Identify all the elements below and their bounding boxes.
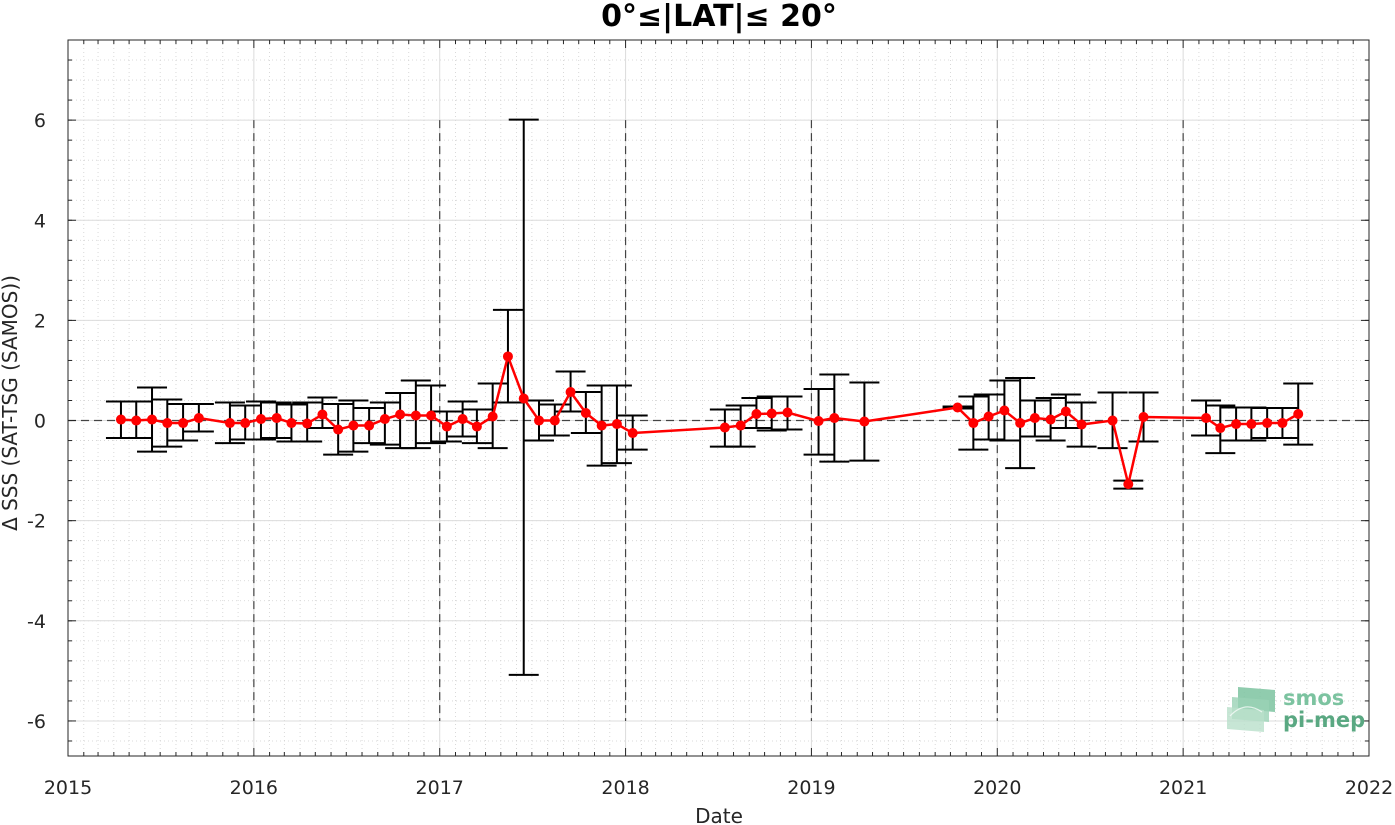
smos-pi-mep-logo: smos pi-mep [1227,686,1365,732]
logo-line1: smos [1283,686,1344,710]
major-grid [67,40,1370,756]
data-point [859,416,870,427]
data-point [968,418,979,429]
data-point [115,414,126,425]
data-point [1262,418,1273,429]
data-point [1201,413,1212,424]
x-tick-labels: 2015 2016 2017 2018 2019 2020 2021 2022 [44,777,1393,799]
data-point [627,428,638,439]
data-point [162,418,173,429]
data-point [766,408,777,419]
data-point [999,405,1010,416]
data-point [1138,412,1149,423]
data-point [829,413,840,424]
x-tick-label: 2020 [973,777,1021,799]
data-point [131,415,142,426]
data-point [813,416,824,427]
x-tick-label: 2015 [44,777,92,799]
data-point [502,351,513,362]
x-tick-label: 2017 [416,777,464,799]
y-tick-label: -2 [27,511,46,533]
y-tick-label: 2 [34,310,46,332]
data-point [471,421,482,432]
data-point [333,424,344,435]
data-point [255,414,266,425]
data-point [983,411,994,422]
data-point [426,410,437,421]
data-point [240,418,251,429]
x-tick-label: 2018 [601,777,649,799]
axis-ticks [67,39,1370,756]
data-point [147,414,158,425]
data-point [1246,419,1257,430]
y-tick-label: -6 [27,711,46,733]
x-tick-label: 2021 [1159,777,1207,799]
data-point [1231,419,1242,430]
data-point [611,419,622,430]
data-point [782,407,793,418]
data-point [596,420,607,431]
plot-frame [67,39,1370,757]
data-point [1277,418,1288,429]
y-tick-label: 0 [34,411,46,433]
data-point [1293,409,1304,420]
y-tick-label: 4 [34,210,46,232]
y-tick-label: -4 [27,611,46,633]
data-point [224,418,235,429]
x-tick-label: 2022 [1345,777,1393,799]
data-point [302,418,313,429]
y-axis-label: Δ SSS (SAT-TSG (SAMOS)) [0,275,22,531]
data-point [1029,413,1040,424]
data-point [487,411,498,422]
data-point [271,413,282,424]
data-point [1123,479,1134,490]
data-point [364,420,375,431]
data-point [348,420,359,431]
data-point [395,409,406,420]
data-point [580,408,591,419]
data-point [719,422,730,433]
y-tick-labels: -6 -4 -2 0 2 4 6 [27,110,46,733]
data-point [1060,406,1071,417]
data-point [317,409,328,420]
data-point [1015,418,1026,429]
data-point [379,414,390,425]
data-point [1215,423,1226,434]
data-point [534,415,545,426]
data-point [751,409,762,420]
data-point [193,413,204,424]
data-point [952,402,963,413]
data-point [1107,415,1118,426]
data-point [549,415,560,426]
data-point [735,420,746,431]
data-point [518,393,529,404]
data-point [457,414,468,425]
x-axis-label: Date [695,804,743,825]
minor-grid [68,39,1369,756]
data-point [410,410,421,421]
data-point [1076,419,1087,430]
x-tick-label: 2016 [230,777,278,799]
data-point [178,418,189,429]
data-points [115,351,1304,490]
logo-line2: pi-mep [1283,708,1365,732]
x-tick-label: 2019 [787,777,835,799]
data-point [286,418,297,429]
data-point [565,386,576,397]
data-point [1045,414,1056,425]
chart-title: 0°≤|LAT|≤ 20° [601,0,837,34]
data-point [441,421,452,432]
error-bars [105,118,1314,676]
logo-waves-icon [1227,687,1275,732]
y-tick-label: 6 [34,110,46,132]
